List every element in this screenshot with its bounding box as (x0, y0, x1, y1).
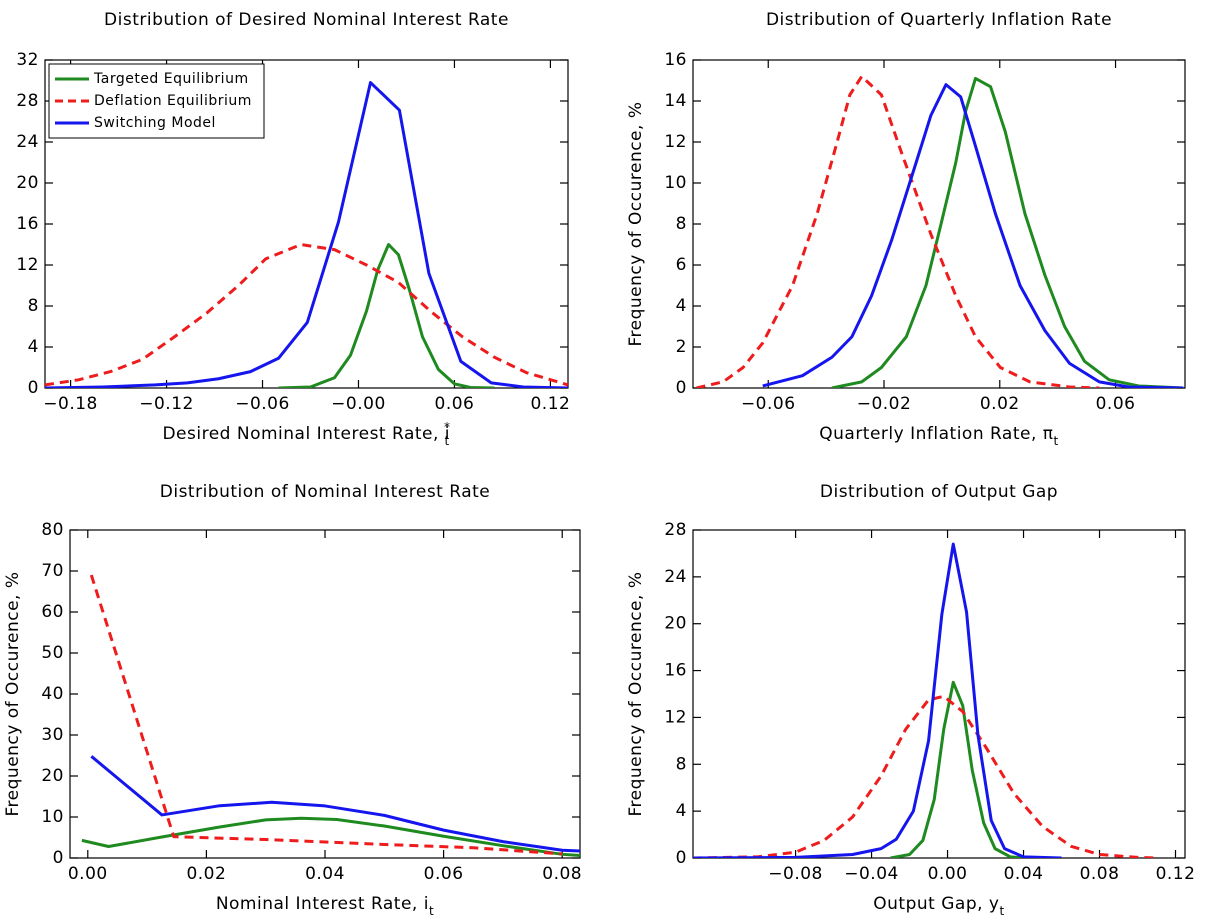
y-tick-label: 20 (41, 766, 64, 786)
y-tick-label: 16 (664, 661, 687, 681)
series-line (81, 816, 580, 858)
y-tick-label: 40 (41, 684, 64, 704)
y-axis-label: Frequency of Occurence, % (626, 102, 646, 347)
series-line (831, 76, 1184, 388)
x-tick-label: 0.06 (1096, 394, 1136, 414)
legend-label: Switching Model (94, 115, 216, 131)
x-tick-label: 0.04 (305, 864, 345, 884)
legend-label: Deflation Equilibrium (94, 93, 252, 109)
x-axis-label-text: Quarterly Inflation Rate, π (819, 424, 1053, 444)
subplot-title: Distribution of Quarterly Inflation Rate (766, 10, 1112, 30)
x-axis-label: Nominal Interest Rate, it (216, 894, 434, 918)
x-axis-label: Desired Nominal Interest Rate, i* t (162, 420, 450, 448)
x-tick-label: −0.18 (43, 394, 98, 414)
y-tick-label: 28 (664, 520, 687, 540)
series-line (89, 574, 563, 856)
x-tick-label: −0.02 (857, 394, 912, 414)
series-line (693, 694, 1157, 858)
y-tick-label: 10 (664, 173, 687, 193)
y-tick-label: 60 (41, 602, 64, 622)
subplot: Distribution of Nominal Interest Rate 0 10… (3, 482, 582, 918)
y-tick-label: 32 (16, 50, 39, 70)
y-tick-label: 24 (664, 567, 687, 587)
y-tick-label: 12 (664, 132, 687, 152)
y-tick-label: 8 (676, 214, 687, 234)
x-tick-label: 0.08 (1080, 864, 1120, 884)
y-tick-label: 0 (28, 378, 39, 398)
x-axis-label-sup: * (444, 420, 451, 434)
y-tick-label: 28 (16, 91, 39, 111)
y-tick-label: 12 (16, 255, 39, 275)
y-tick-label: 6 (676, 255, 687, 275)
x-tick-label: 0.12 (1156, 864, 1196, 884)
x-axis-label-sub: t (445, 434, 450, 448)
y-tick-label: 0 (676, 848, 687, 868)
series-line (890, 680, 1024, 858)
x-axis-label: Output Gap, yt (873, 894, 1004, 918)
subplot: Distribution of Quarterly Inflation Rate… (626, 10, 1186, 448)
series-line (696, 74, 1100, 388)
y-tick-label: 8 (28, 296, 39, 316)
plot-frame (692, 529, 1186, 859)
y-axis-label: Frequency of Occurence, % (3, 572, 23, 817)
y-tick-label: 10 (41, 807, 64, 827)
subplot-title: Distribution of Nominal Interest Rate (160, 482, 491, 502)
legend-label: Targeted Equilibrium (93, 71, 249, 87)
series-line (278, 243, 495, 388)
series-line (45, 81, 568, 388)
x-tick-label: −0.06 (235, 394, 290, 414)
y-axis-label: Frequency of Occurence, % (626, 572, 646, 817)
x-tick-label: −0.06 (741, 394, 796, 414)
x-tick-label: −0.04 (844, 864, 899, 884)
x-tick-label: 0.08 (542, 864, 582, 884)
x-tick-label: 0.02 (186, 864, 226, 884)
subplot: Distribution of Output Gap 0 4 8 12 16 20 24 28 −… (626, 482, 1195, 918)
x-tick-label: 0.02 (980, 394, 1020, 414)
x-tick-label: 0.06 (424, 864, 464, 884)
y-tick-label: 14 (664, 91, 687, 111)
y-tick-label: 80 (41, 520, 64, 540)
x-tick-label: 0.00 (68, 864, 108, 884)
x-axis-label-text: Nominal Interest Rate, i (216, 894, 429, 914)
y-tick-label: 12 (664, 707, 687, 727)
y-tick-label: 24 (16, 132, 39, 152)
series-line (45, 243, 568, 387)
x-axis-label-text: Desired Nominal Interest Rate, i (162, 424, 450, 444)
x-axis-label-sub: t (429, 904, 434, 918)
series-line (90, 755, 580, 853)
series-line (693, 542, 1062, 858)
x-axis-label: Quarterly Inflation Rate, πt (819, 424, 1059, 448)
x-axis-label-sub: t (1000, 904, 1005, 918)
x-tick-label: 0.00 (928, 864, 968, 884)
x-tick-label: −0.08 (768, 864, 823, 884)
subplot-title: Distribution of Output Gap (820, 482, 1058, 502)
y-tick-label: 16 (664, 50, 687, 70)
y-tick-label: 20 (664, 614, 687, 634)
x-tick-label: 0.04 (1004, 864, 1044, 884)
y-tick-label: 20 (16, 173, 39, 193)
y-tick-label: 70 (41, 561, 64, 581)
y-tick-label: 4 (676, 801, 687, 821)
x-axis-label-text: Output Gap, y (873, 894, 999, 914)
x-axis-label-sub: t (1054, 434, 1059, 448)
subplot: Distribution of Desired Nominal Interest… (16, 10, 570, 448)
y-tick-label: 0 (53, 848, 64, 868)
y-tick-label: 0 (676, 378, 687, 398)
y-tick-label: 8 (676, 754, 687, 774)
x-tick-label: −0.12 (139, 394, 194, 414)
subplot-title: Distribution of Desired Nominal Interest… (104, 10, 509, 30)
y-tick-label: 50 (41, 643, 64, 663)
plot-frame (69, 529, 581, 859)
plot-frame (692, 59, 1186, 389)
y-tick-label: 4 (676, 296, 687, 316)
x-tick-label: 0.06 (435, 394, 475, 414)
series-line (762, 83, 1184, 388)
y-tick-label: 16 (16, 214, 39, 234)
x-tick-label: 0.12 (530, 394, 570, 414)
y-tick-label: 4 (28, 337, 39, 357)
y-tick-label: 30 (41, 725, 64, 745)
x-tick-label: −0.00 (331, 394, 386, 414)
y-tick-label: 2 (676, 337, 687, 357)
